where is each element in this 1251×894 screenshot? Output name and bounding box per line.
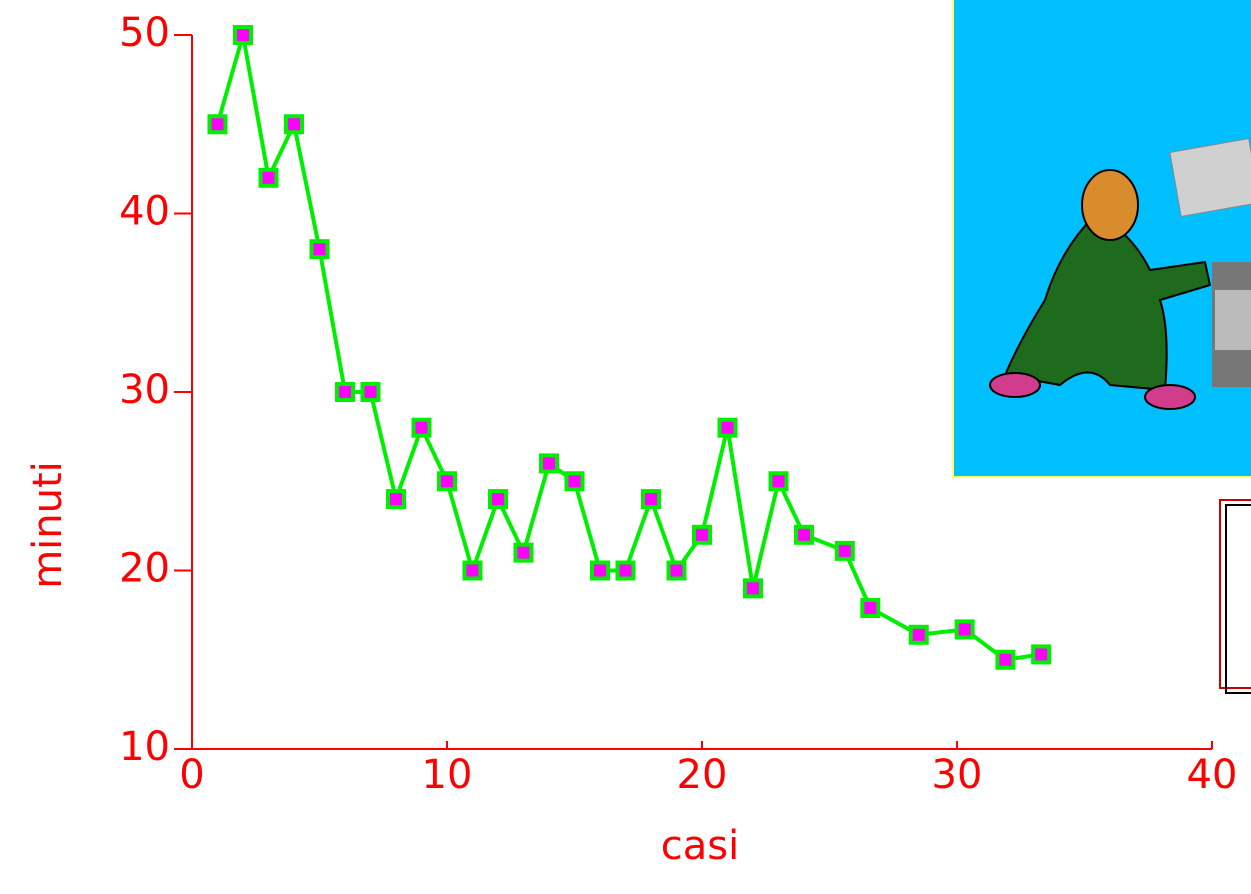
data-point (488, 489, 508, 509)
x-tick-label: 20 (677, 752, 728, 798)
data-point (835, 541, 855, 561)
y-tick-label: 30 (119, 367, 170, 413)
marker-inner (959, 623, 971, 635)
x-tick-label: 30 (932, 752, 983, 798)
marker-inner (416, 422, 428, 434)
y-tick-label: 10 (119, 724, 170, 770)
marker-inner (288, 118, 300, 130)
marker-inner (747, 582, 759, 594)
data-point (335, 382, 355, 402)
data-point (794, 525, 814, 545)
marker-inner (798, 529, 810, 541)
marker-inner (913, 629, 925, 641)
data-point (361, 382, 381, 402)
marker-inner (671, 565, 683, 577)
marker-inner (696, 529, 708, 541)
data-point (995, 650, 1015, 670)
marker-inner (722, 422, 734, 434)
chart: casi minuti 0102030401020304050 (0, 0, 1251, 894)
x-tick-label: 0 (179, 752, 204, 798)
x-axis-label: casi (661, 823, 739, 869)
marker-inner (518, 547, 530, 559)
x-tick-label: 40 (1187, 752, 1238, 798)
marker-inner (864, 602, 876, 614)
data-point (463, 561, 483, 581)
data-point (1031, 644, 1051, 664)
marker-inner (441, 475, 453, 487)
data-point (284, 114, 304, 134)
data-point (590, 561, 610, 581)
data-point (412, 418, 432, 438)
data-point (769, 471, 789, 491)
data-point (667, 561, 687, 581)
marker-inner (620, 565, 632, 577)
marker-inner (263, 172, 275, 184)
data-point (860, 598, 880, 618)
marker-inner (390, 493, 402, 505)
data-point (514, 543, 534, 563)
marker-inner (645, 493, 657, 505)
y-tick-label: 40 (119, 189, 170, 235)
cartoon-picture (953, 0, 1251, 477)
marker-inner (1035, 648, 1047, 660)
marker-inner (999, 654, 1011, 666)
marker-inner (314, 243, 326, 255)
y-tick-label: 20 (119, 546, 170, 592)
data-point (386, 489, 406, 509)
marker-inner (569, 475, 581, 487)
y-axis-label: minuti (25, 461, 71, 589)
x-tick-label: 10 (422, 752, 473, 798)
marker-inner (594, 565, 606, 577)
marker-inner (212, 118, 224, 130)
data-point (909, 625, 929, 645)
data-point (718, 418, 738, 438)
data-point (437, 471, 457, 491)
marker-inner (365, 386, 377, 398)
marker-inner (237, 29, 249, 41)
data-point (565, 471, 585, 491)
data-point (259, 168, 279, 188)
data-point (310, 239, 330, 259)
data-point (692, 525, 712, 545)
side-box (1220, 500, 1251, 693)
marker-inner (543, 457, 555, 469)
marker-inner (839, 545, 851, 557)
y-tick-label: 50 (119, 10, 170, 56)
data-point (616, 561, 636, 581)
data-point (208, 114, 228, 134)
marker-inner (773, 475, 785, 487)
marker-inner (467, 565, 479, 577)
marker-inner (492, 493, 504, 505)
data-point (743, 578, 763, 598)
data-point (641, 489, 661, 509)
marker-inner (339, 386, 351, 398)
data-point (955, 619, 975, 639)
data-point (539, 453, 559, 473)
data-point (233, 25, 253, 45)
